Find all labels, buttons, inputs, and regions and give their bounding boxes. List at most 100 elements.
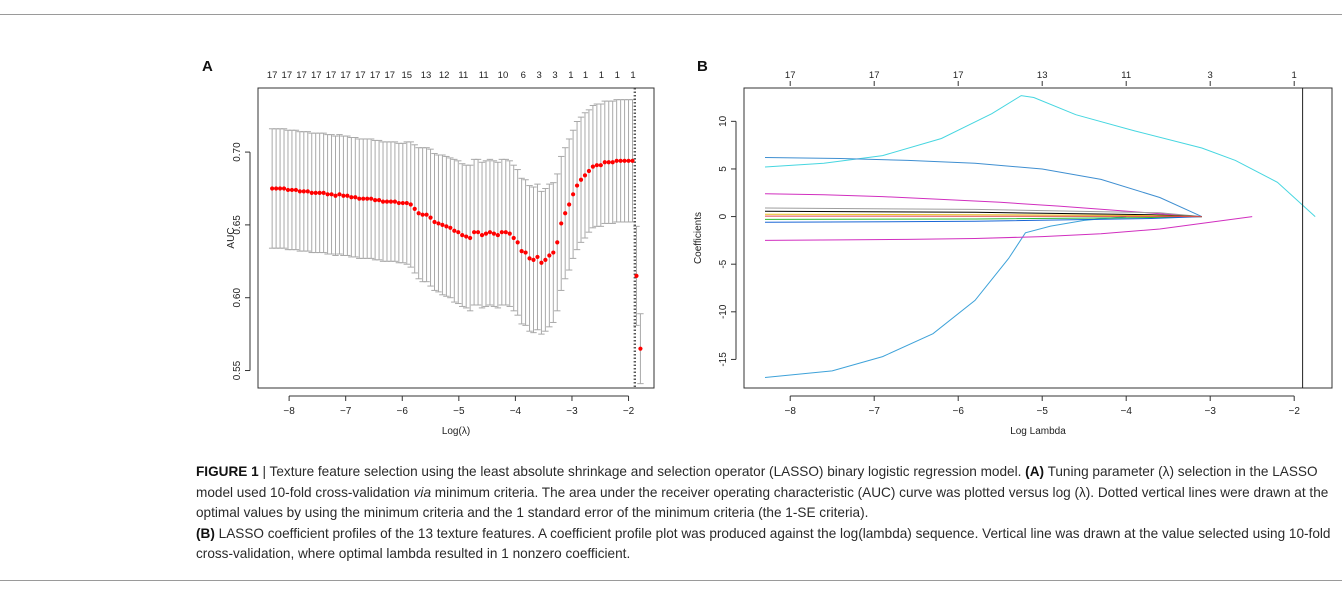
auc-point [578,177,584,182]
auc-point [574,183,580,188]
x-tick-label: −2 [1288,406,1300,417]
auc-point [289,187,295,193]
x-tick-label: −3 [566,406,578,417]
coefficient-path [764,207,1202,218]
caption-text-2: Tuning parameter (λ) selection in the LA… [196,464,1318,500]
auc-point [325,192,330,197]
coefficient-path [764,215,1202,218]
auc-point [408,202,413,207]
top-count-label: 13 [421,70,432,81]
plot-frame [743,87,1333,389]
top-count-label: 17 [869,70,880,81]
caption-figure-label: FIGURE 1 [196,464,259,479]
auc-point [361,196,366,201]
auc-point [376,198,382,203]
auc-point [293,187,299,193]
coefficient-path [764,193,1202,218]
y-tick-label: 0.65 [232,215,243,235]
auc-point [543,257,548,262]
caption-text-3: minimum criteria. The area under the rec… [196,484,1329,521]
auc-point [297,189,302,194]
auc-point [499,230,504,235]
auc-point [384,199,390,204]
auc-point [483,231,489,236]
y-axis-title: Coefficients [693,212,704,264]
x-tick-label: −6 [952,406,964,417]
auc-point [357,196,362,201]
y-axis-title: AUC [226,227,237,248]
top-count-label: 17 [311,70,322,81]
y-tick-label: 0.70 [232,142,243,162]
y-tick-label: -10 [718,304,729,319]
top-count-label: 17 [370,70,381,81]
top-count-label: 1 [1292,70,1297,81]
auc-point [305,189,310,194]
auc-point [428,215,433,220]
auc-point [345,193,350,198]
auc-point [464,234,469,239]
auc-point [622,158,627,163]
x-tick-label: −5 [453,406,465,417]
x-tick-label: −3 [1204,406,1216,417]
auc-point [373,198,378,203]
auc-point [487,230,493,235]
auc-point [337,192,342,197]
auc-point [313,190,318,195]
top-count-label: 3 [552,70,557,81]
x-tick-label: −8 [283,406,295,417]
auc-point [365,196,370,201]
coefficient-path [764,216,1202,223]
top-count-label: 1 [630,70,635,81]
auc-point [511,235,516,241]
auc-point [274,186,279,191]
auc-point [606,160,611,165]
auc-point [630,158,635,163]
auc-point [555,240,560,245]
auc-point [432,219,437,225]
auc-point [527,256,532,261]
caption-b-tag: (B) [196,525,215,541]
auc-point [472,230,477,235]
auc-point [309,190,314,195]
auc-point [388,199,394,204]
top-count-label: 17 [326,70,337,81]
auc-point [567,202,572,207]
top-count-label: 11 [479,70,489,81]
auc-point [329,192,334,197]
auc-point [495,232,500,238]
top-count-label: 17 [785,70,796,81]
top-count-label: 12 [439,70,450,81]
auc-point [551,250,556,255]
auc-point [535,254,540,260]
auc-point [444,224,449,229]
x-tick-label: −6 [397,406,409,417]
auc-point [571,192,576,197]
caption-separator: | [258,464,270,479]
top-count-label: 10 [498,70,509,81]
auc-point [424,212,429,217]
coefficient-path [764,95,1316,217]
auc-point [416,211,421,216]
auc-point [420,212,425,217]
panel-b-letter: B [697,58,708,75]
auc-point [460,232,465,238]
auc-point [590,164,596,169]
auc-point [531,257,536,262]
auc-point [412,206,417,211]
auc-point [598,163,603,168]
auc-point [626,158,631,163]
auc-point [610,160,615,165]
auc-point [369,196,374,201]
y-tick-label: -5 [718,259,729,268]
x-axis-title: Log(λ) [442,426,470,437]
top-count-label: 13 [1037,70,1048,81]
top-count-label: 11 [1121,70,1131,81]
top-count-label: 17 [385,70,396,81]
auc-point [618,158,623,163]
coefficient-path [764,216,1127,378]
auc-point [440,222,445,227]
top-count-label: 11 [458,70,468,81]
auc-point [349,195,354,200]
auc-point [582,173,588,178]
